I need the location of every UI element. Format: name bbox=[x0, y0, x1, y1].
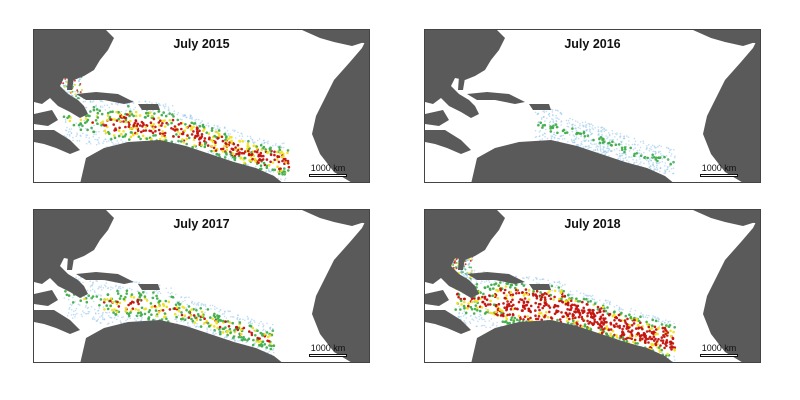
map-svg bbox=[34, 210, 369, 362]
scale-line bbox=[700, 174, 738, 177]
hispaniola-island bbox=[138, 104, 160, 110]
north-america-landmass bbox=[34, 210, 114, 298]
map-panel-july-2016: July 2016 1000 km bbox=[424, 29, 761, 183]
hispaniola-island bbox=[529, 104, 551, 110]
scale-label: 1000 km bbox=[310, 343, 346, 353]
yucatan-peninsula bbox=[425, 290, 449, 306]
panel-title: July 2016 bbox=[564, 37, 621, 51]
south-america-landmass bbox=[80, 140, 282, 182]
florida-peninsula bbox=[458, 256, 465, 270]
north-america-landmass bbox=[425, 30, 505, 118]
map-svg bbox=[34, 30, 369, 182]
yucatan-peninsula bbox=[34, 290, 58, 306]
scale-bar: 1000 km bbox=[309, 163, 347, 177]
panel-title: July 2018 bbox=[564, 217, 621, 231]
scale-line bbox=[309, 354, 347, 357]
yucatan-peninsula bbox=[34, 110, 58, 126]
map-panel-july-2017: July 2017 1000 km bbox=[33, 209, 370, 363]
scale-bar: 1000 km bbox=[309, 343, 347, 357]
scale-line bbox=[309, 174, 347, 177]
africa-landmass bbox=[312, 34, 369, 182]
north-america-landmass bbox=[34, 30, 114, 118]
cuba-island bbox=[76, 92, 134, 104]
scale-label: 1000 km bbox=[310, 163, 346, 173]
scale-line bbox=[700, 354, 738, 357]
south-america-landmass bbox=[471, 140, 673, 182]
central-america-landmass bbox=[425, 130, 471, 154]
florida-peninsula bbox=[67, 256, 74, 270]
central-america-landmass bbox=[34, 310, 80, 334]
north-america-landmass bbox=[425, 210, 505, 298]
scale-bar: 1000 km bbox=[700, 163, 738, 177]
map-svg bbox=[425, 210, 760, 362]
iberia-landmass bbox=[338, 210, 369, 224]
central-america-landmass bbox=[34, 130, 80, 154]
scale-label: 1000 km bbox=[701, 163, 737, 173]
hispaniola-island bbox=[138, 284, 160, 290]
map-svg bbox=[425, 30, 760, 182]
cuba-island bbox=[467, 272, 525, 284]
africa-landmass bbox=[703, 34, 760, 182]
scale-label: 1000 km bbox=[701, 343, 737, 353]
iberia-landmass bbox=[729, 30, 760, 44]
scale-bar: 1000 km bbox=[700, 343, 738, 357]
africa-landmass bbox=[703, 214, 760, 362]
yucatan-peninsula bbox=[425, 110, 449, 126]
hispaniola-island bbox=[529, 284, 551, 290]
iberia-landmass bbox=[729, 210, 760, 224]
south-america-landmass bbox=[471, 320, 673, 362]
iberia-landmass bbox=[338, 30, 369, 44]
panel-title: July 2017 bbox=[173, 217, 230, 231]
map-panel-july-2015: July 2015 1000 km bbox=[33, 29, 370, 183]
florida-peninsula bbox=[67, 76, 74, 90]
africa-landmass bbox=[312, 214, 369, 362]
florida-peninsula bbox=[458, 76, 465, 90]
south-america-landmass bbox=[80, 320, 282, 362]
panel-title: July 2015 bbox=[173, 37, 230, 51]
cuba-island bbox=[467, 92, 525, 104]
map-panel-july-2018: July 2018 1000 km bbox=[424, 209, 761, 363]
central-america-landmass bbox=[425, 310, 471, 334]
cuba-island bbox=[76, 272, 134, 284]
